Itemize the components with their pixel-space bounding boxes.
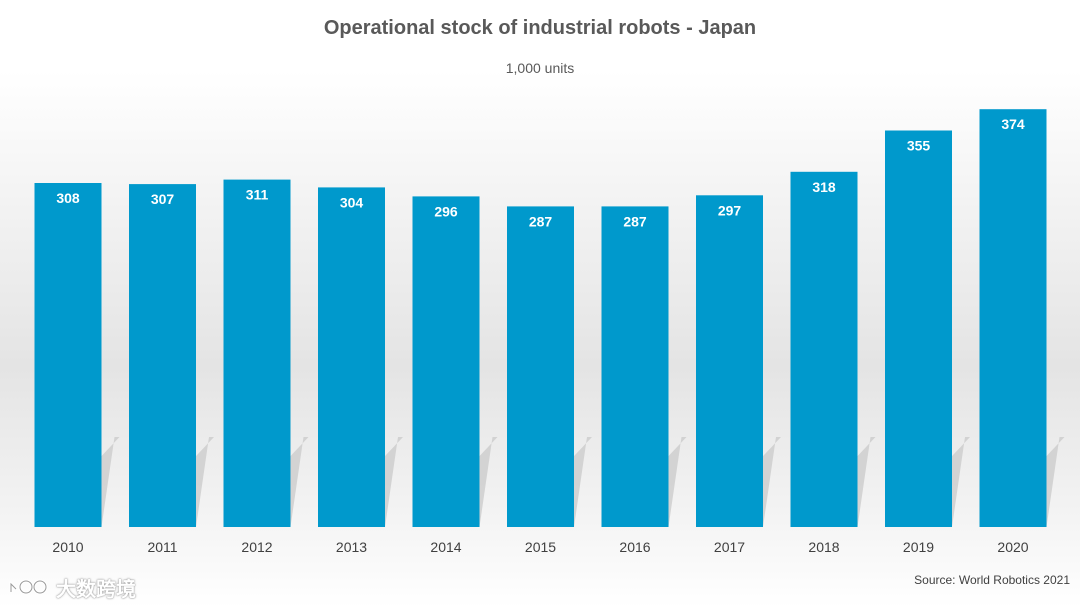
brand-logo-icon: [9, 579, 48, 595]
bar-2018: [790, 171, 858, 528]
data-label-2015: 287: [529, 213, 553, 229]
chart-title: Operational stock of industrial robots -…: [323, 17, 757, 39]
x-tick-label-2011: 2011: [147, 539, 177, 555]
data-label-2012: 311: [246, 187, 269, 203]
bar-2016: [601, 206, 669, 527]
x-tick-label-2016: 2016: [619, 539, 650, 555]
data-label-2011: 307: [151, 191, 175, 207]
x-tick-label-2010: 2010: [52, 539, 83, 555]
bar-2010: [34, 183, 102, 527]
data-label-2010: 308: [56, 190, 80, 206]
x-tick-label-2017: 2017: [714, 539, 745, 555]
bar-2011: [129, 184, 196, 527]
data-label-2019: 355: [907, 138, 931, 154]
bar-2012: [223, 179, 291, 527]
bar-2019: [885, 130, 952, 527]
data-label-2018: 318: [812, 179, 836, 195]
x-tick-label-2015: 2015: [525, 539, 556, 555]
data-label-2016: 287: [623, 213, 647, 229]
bar-2020: [979, 109, 1047, 527]
x-tick-label-2020: 2020: [997, 539, 1028, 555]
bar-2013: [318, 187, 385, 527]
bar-2015: [507, 206, 574, 527]
x-tick-label-2012: 2012: [241, 539, 272, 555]
x-tick-label-2014: 2014: [430, 539, 461, 555]
x-tick-label-2013: 2013: [336, 539, 367, 555]
watermark: 大数跨境: [8, 572, 136, 602]
chart-subtitle: 1,000 units: [505, 60, 575, 76]
x-tick-label-2018: 2018: [808, 539, 839, 555]
watermark-text: 大数跨境: [56, 576, 136, 601]
bar-2017: [696, 195, 763, 528]
source-note: Source: World Robotics 2021: [914, 573, 1070, 587]
data-label-2014: 296: [434, 203, 458, 219]
data-label-2017: 297: [718, 202, 742, 218]
data-label-2020: 374: [1001, 116, 1025, 132]
x-tick-label-2019: 2019: [903, 539, 934, 555]
bar-2014: [412, 196, 480, 527]
data-label-2013: 304: [340, 194, 364, 210]
